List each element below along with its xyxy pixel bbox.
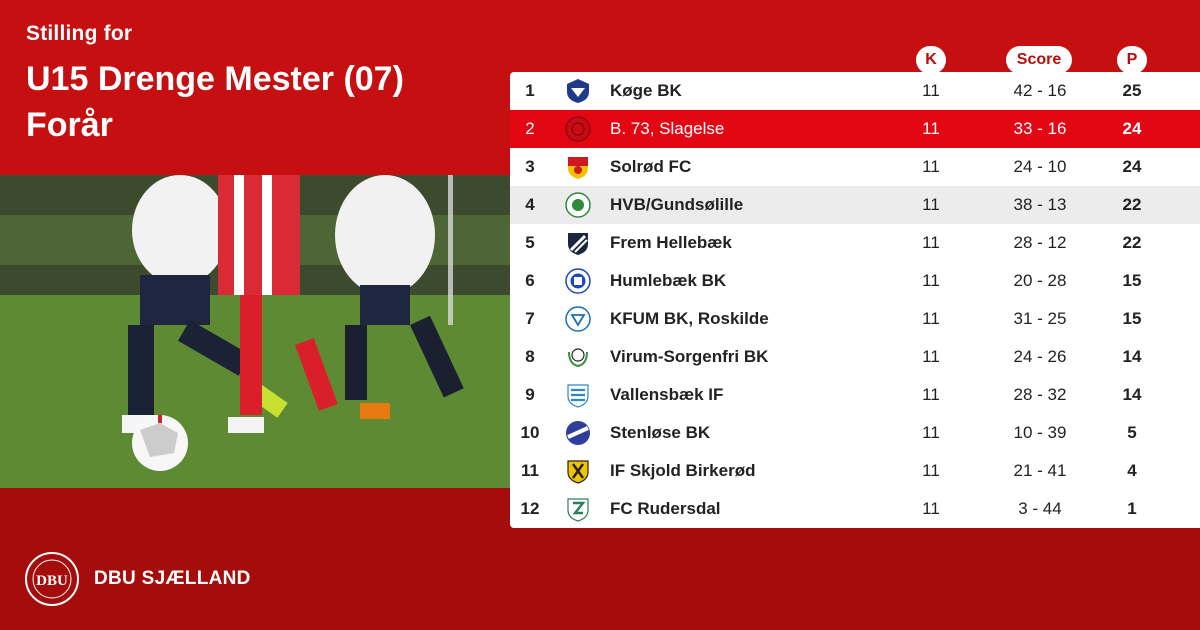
matches-played: 11 [922,195,940,214]
table-row: 1 Køge BK 11 42 - 16 25 [510,72,1200,110]
team-name: IF Skjold Birkerød [610,461,756,480]
goal-score: 24 - 26 [1013,347,1067,366]
matches-played: 11 [922,119,940,138]
team-name: B. 73, Slagelse [610,119,725,138]
goal-score: 3 - 44 [1018,499,1062,518]
youth-football-photo [0,175,510,488]
team-name: Stenløse BK [610,423,711,442]
points: 22 [1122,195,1142,214]
matches-played: 11 [922,499,940,518]
row-position: 11 [521,461,539,480]
matches-played: 11 [922,461,940,480]
standings-subtitle: Stilling for [26,22,133,45]
row-position: 8 [525,347,535,366]
matches-played: 11 [922,385,940,404]
row-position: 7 [525,309,535,328]
goal-score: 31 - 25 [1013,309,1067,328]
row-position: 4 [525,195,535,214]
column-header-p: P [1117,46,1147,74]
solrod-fc-crest-icon [565,154,591,180]
league-title: U15 Drenge Mester (07) Forår [26,60,404,144]
points: 1 [1127,499,1137,518]
table-row: 6 Humlebæk BK 11 20 - 28 15 [510,262,1200,300]
virum-sorgenfri-crest-icon [565,344,591,370]
skjold-birkerod-crest-icon [565,458,591,484]
team-name: Humlebæk BK [610,271,727,290]
team-name: Frem Hellebæk [610,233,732,252]
row-position: 6 [525,271,535,290]
row-position: 9 [525,385,535,404]
goal-score: 42 - 16 [1013,81,1067,100]
matches-played: 11 [922,347,940,366]
team-name: HVB/Gundsølille [610,195,744,214]
koge-bk-crest-icon [565,78,591,104]
goal-score: 21 - 41 [1013,461,1067,480]
matches-played: 11 [922,157,940,176]
goal-score: 24 - 10 [1013,157,1067,176]
column-header-score: Score [1006,46,1072,74]
points: 24 [1122,157,1142,176]
row-position: 12 [520,499,540,518]
table-row: 7 KFUM BK, Roskilde 11 31 - 25 15 [510,300,1200,338]
table-row-highlighted: 2 B. 73, Slagelse 11 33 - 16 24 [510,110,1200,148]
points: 15 [1122,309,1142,328]
table-row: 9 Vallensbæk IF 11 28 - 32 14 [510,376,1200,414]
table-row: 8 Virum-Sorgenfri BK 11 24 - 26 14 [510,338,1200,376]
dbu-logo-icon: DBU [24,551,80,607]
column-header-k: K [916,46,946,74]
humlebaek-bk-crest-icon [565,268,591,294]
team-name: KFUM BK, Roskilde [610,309,769,328]
team-name: Køge BK [610,81,682,100]
team-name: FC Rudersdal [610,499,721,518]
points: 14 [1122,385,1142,404]
row-position: 2 [525,119,535,138]
goal-score: 28 - 32 [1013,385,1067,404]
dbu-logo-text: DBU [36,573,68,589]
matches-played: 11 [922,309,940,328]
goal-score: 38 - 13 [1013,195,1067,214]
frem-hellebaek-crest-icon [565,230,591,256]
points: 14 [1122,347,1142,366]
fc-rudersdal-crest-icon [565,496,591,522]
table-row: 4 HVB/Gundsølille 11 38 - 13 22 [510,186,1200,224]
hvb-gundsolille-crest-icon [565,192,591,218]
team-name: Solrød FC [610,157,692,176]
points: 25 [1122,81,1142,100]
row-position: 10 [520,423,540,442]
goal-score: 20 - 28 [1013,271,1067,290]
goal-score: 33 - 16 [1013,119,1067,138]
points: 4 [1127,461,1137,480]
goal-score: 10 - 39 [1013,423,1067,442]
matches-played: 11 [922,81,940,100]
b73-slagelse-crest-icon [565,116,591,142]
points: 15 [1122,271,1142,290]
stenlose-bk-crest-icon [565,420,591,446]
team-name: Virum-Sorgenfri BK [610,347,769,366]
matches-played: 11 [922,423,940,442]
table-row: 3 Solrød FC 11 24 - 10 24 [510,148,1200,186]
standings-table: 1 Køge BK 11 42 - 16 25 2 B. 73, Slagels… [510,72,1200,528]
points: 5 [1127,423,1137,442]
row-position: 3 [525,157,535,176]
vallensbaek-if-crest-icon [565,382,591,408]
matches-played: 11 [922,271,940,290]
table-row: 12 FC Rudersdal 11 3 - 44 1 [510,490,1200,528]
team-name: Vallensbæk IF [610,385,724,404]
goal-score: 28 - 12 [1013,233,1067,252]
table-row: 10 Stenløse BK 11 10 - 39 5 [510,414,1200,452]
kfum-roskilde-crest-icon [565,306,591,332]
points: 24 [1122,119,1142,138]
table-row: 5 Frem Hellebæk 11 28 - 12 22 [510,224,1200,262]
table-row: 11 IF Skjold Birkerød 11 21 - 41 4 [510,452,1200,490]
points: 22 [1122,233,1142,252]
brand-name: DBU SJÆLLAND [94,568,251,589]
matches-played: 11 [922,233,940,252]
row-position: 5 [525,233,535,252]
row-position: 1 [525,81,535,100]
